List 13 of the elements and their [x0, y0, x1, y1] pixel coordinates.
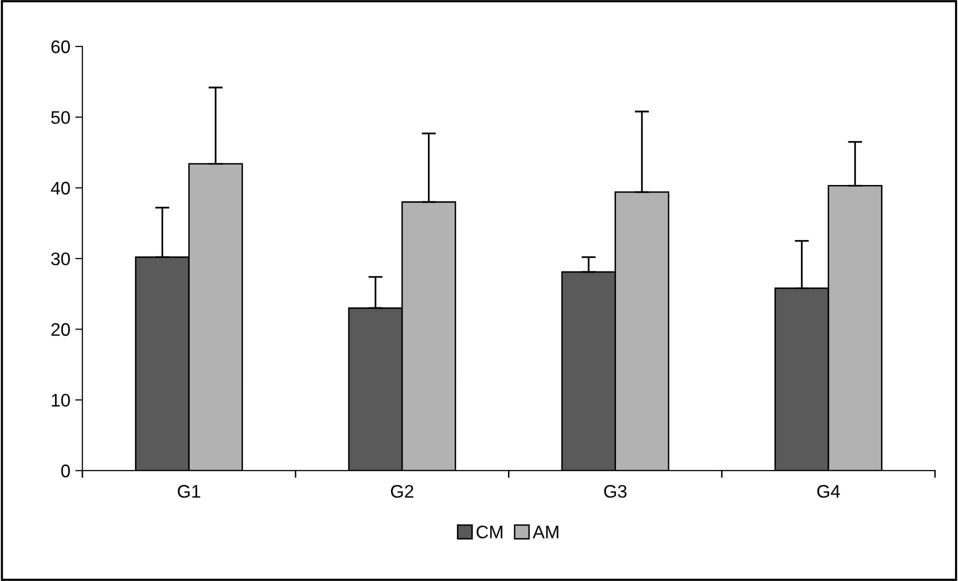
y-tick-label: 60 — [51, 40, 70, 54]
x-tick-label: G3 — [604, 484, 627, 498]
y-tick-label: 50 — [51, 111, 70, 124]
x-tick-label: G2 — [390, 484, 414, 498]
legend-label: AM — [532, 526, 558, 538]
legend-label: CM — [476, 526, 502, 538]
x-tick-label: G4 — [817, 484, 840, 498]
x-tick-label: G1 — [178, 484, 200, 498]
y-tick-label: 40 — [50, 182, 70, 195]
y-tick-label: 10 — [52, 394, 70, 407]
y-tick-label: 20 — [51, 323, 70, 336]
y-tick-label: 30 — [51, 252, 70, 266]
y-tick-label: 0 — [61, 464, 70, 478]
